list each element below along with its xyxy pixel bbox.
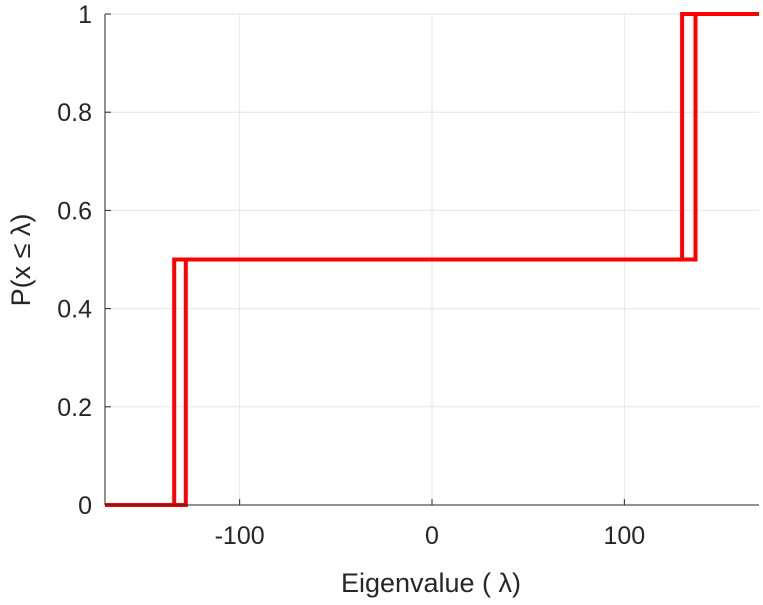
y-tick-label: 0.6	[57, 197, 92, 225]
y-tick-label: 1	[78, 1, 92, 29]
x-axis-label: Eigenvalue ( λ)	[341, 568, 521, 598]
grid	[105, 13, 759, 505]
y-tick-label: 0.4	[57, 296, 92, 324]
y-tick-label: 0.2	[57, 394, 92, 422]
x-tick-label: -100	[215, 522, 265, 550]
y-tick-label: 0	[78, 492, 92, 520]
x-tick-label: 0	[425, 522, 439, 550]
x-tick-label: 100	[603, 522, 645, 550]
y-tick-label: 0.8	[57, 99, 92, 127]
y-axis-label: P(x ≤ λ)	[6, 214, 36, 307]
axes	[104, 13, 759, 506]
tick-labels: -100 0 100 0 0.2 0.4 0.6 0.8 1	[57, 1, 645, 550]
